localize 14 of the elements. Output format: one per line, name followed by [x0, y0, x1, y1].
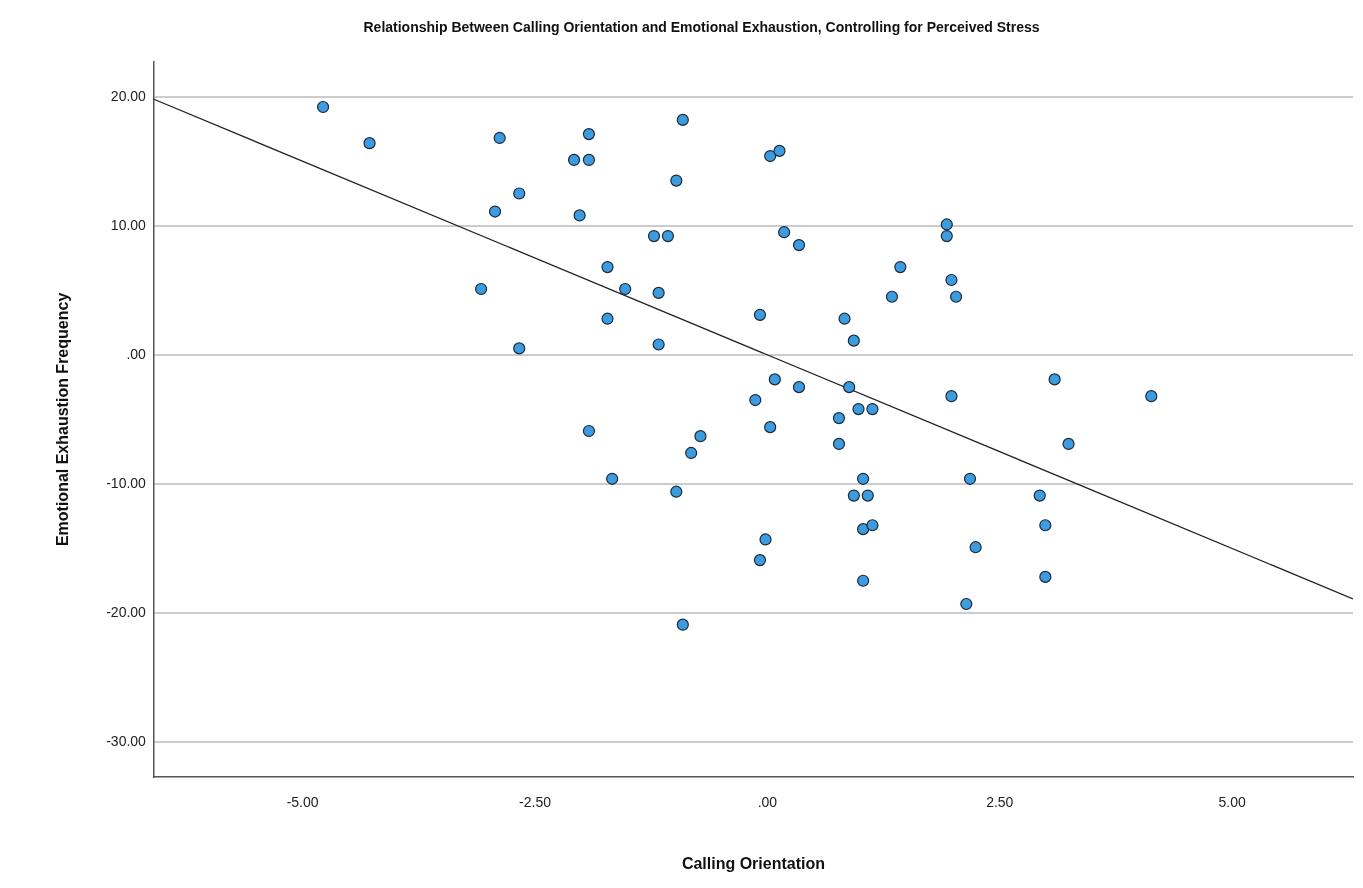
y-tick-label: -20.00: [106, 603, 147, 620]
y-tick-label: -30.00: [106, 733, 147, 749]
x-tick-label: 2.50: [986, 794, 1014, 811]
y-tick-label: 10.00: [110, 216, 147, 233]
x-axis-title: Calling Orientation: [681, 854, 826, 872]
y-tick-label: .00: [126, 345, 147, 362]
chart-title: Relationship Between Calling Orientation and Emotional Exhaustion, Controlling for Perceived Stress: [363, 19, 1040, 36]
x-tick-label: .00: [757, 794, 778, 811]
y-tick-label: -10.00: [106, 474, 147, 491]
x-tick-label: 5.00: [1218, 794, 1246, 811]
y-axis-title: Emotional Exhaustion Frequency: [54, 292, 72, 547]
x-tick-label: -5.00: [286, 794, 319, 811]
x-tick-label: -2.50: [519, 794, 552, 811]
y-tick-label: 20.00: [110, 87, 147, 104]
